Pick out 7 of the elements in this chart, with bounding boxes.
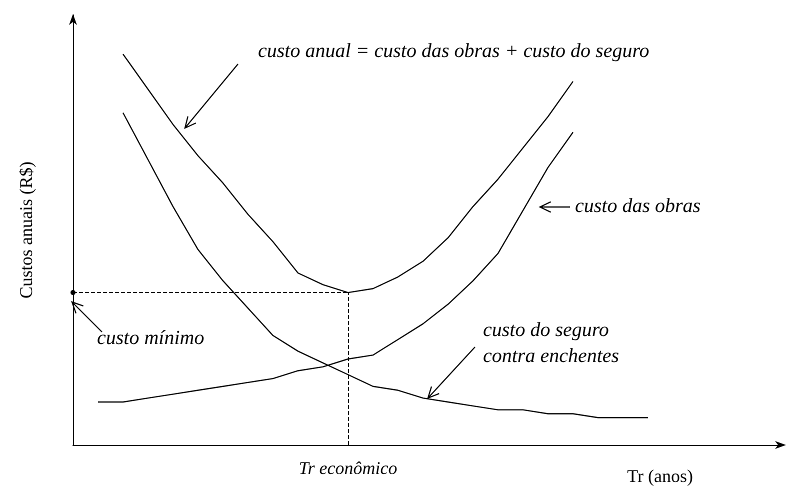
series-label: custo do seguro contra enchentes	[483, 318, 620, 369]
y-axis-title: Custos anuais (R$)	[16, 162, 36, 298]
text: Tr econômico	[298, 458, 398, 478]
text: custo anual = custo das obras + custo do seguro	[258, 39, 650, 64]
x-axis-title: Tr (anos)	[627, 466, 693, 486]
ref-line-label: custo mínimo	[97, 326, 204, 351]
legend-label: custo das obras	[575, 194, 701, 219]
